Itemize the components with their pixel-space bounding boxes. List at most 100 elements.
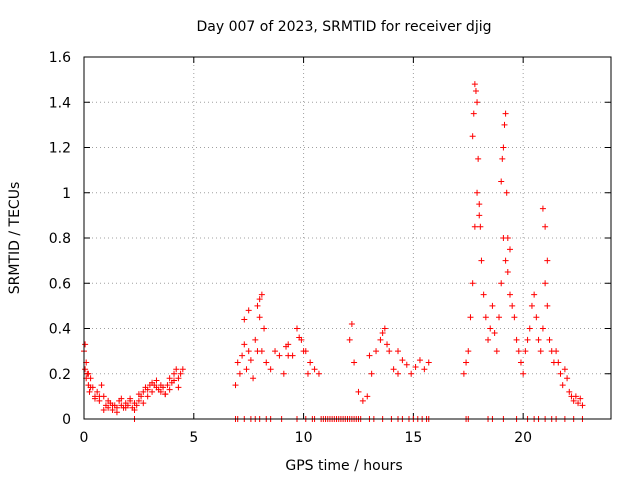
data-point [359,397,366,404]
data-point [480,291,487,298]
data-point [258,348,265,355]
data-point [575,400,582,407]
data-point [94,388,101,395]
data-point [105,404,112,411]
data-point [577,395,584,402]
data-point [82,341,89,348]
data-point [364,393,371,400]
data-point [502,110,509,117]
data-point [85,370,92,377]
data-point [470,110,477,117]
data-point [149,388,156,395]
y-tick-label: 0 [62,412,71,428]
data-point [82,366,89,373]
data-point [524,336,531,343]
data-point [403,361,410,368]
data-point [162,391,169,398]
data-point [504,235,511,241]
data-point [293,325,300,332]
data-point [478,257,485,264]
data-point [232,382,239,389]
data-point [511,314,518,321]
data-point [276,352,283,359]
y-tick-label: 0.6 [49,276,71,292]
data-point [496,314,503,321]
data-point [509,302,516,309]
data-point [476,201,483,208]
data-point [377,336,384,343]
data-point [131,406,138,413]
data-point [566,388,573,395]
data-point [504,268,511,275]
data-point [572,393,579,400]
data-point [493,348,500,355]
data-point [499,155,506,162]
data-point [258,291,265,298]
data-point [570,397,577,404]
data-point [164,382,171,389]
data-point [460,370,467,377]
y-axis: 0 0.2 0.4 0.6 0.8 1 1.2 1.4 1.6 [49,50,611,428]
data-point [469,280,476,287]
data-point [173,366,180,373]
data-point [315,370,322,377]
data-point [561,366,568,373]
data-point [100,406,107,413]
data-point [535,336,542,343]
data-point [526,325,533,332]
data-point [256,314,263,321]
data-point [517,359,524,366]
data-point [544,302,551,309]
data-point [245,307,252,314]
data-point [304,370,311,377]
data-point [86,388,93,395]
data-point [564,375,571,382]
data-point [300,348,307,355]
data-point [557,370,564,377]
y-tick-label: 1.2 [49,141,71,157]
data-point [241,316,248,323]
data-point [465,348,472,355]
data-point [252,336,259,343]
data-point [544,257,551,264]
data-point [105,397,112,404]
x-tick-label: 5 [189,430,198,446]
x-tick-label: 15 [404,430,422,446]
data-point [171,370,178,377]
data-point [307,359,314,366]
data-point [140,388,147,395]
data-point [87,384,94,391]
data-point [386,348,393,355]
data-point [91,395,98,402]
data-point [463,359,470,366]
data-point [474,99,481,106]
data-series [81,81,586,422]
data-point [109,402,116,409]
data-point [267,366,274,373]
data-point [177,370,184,377]
data-point [247,357,254,364]
data-point [171,377,178,384]
data-point [475,155,482,162]
y-tick-label: 0.2 [49,367,71,383]
data-point [118,395,125,402]
data-point [395,348,402,355]
data-point [522,348,529,355]
data-point [506,246,513,253]
data-point [351,359,358,366]
data-point [482,314,489,321]
data-point [127,397,134,404]
data-point [491,330,498,337]
data-point [245,348,252,355]
data-point [477,223,484,230]
data-point [373,348,380,355]
data-point [553,348,560,355]
data-point [513,336,520,343]
data-point [537,348,544,355]
data-point [395,370,402,377]
data-point [250,375,257,382]
data-point [476,212,483,219]
data-point [539,205,546,212]
data-point [515,348,522,355]
